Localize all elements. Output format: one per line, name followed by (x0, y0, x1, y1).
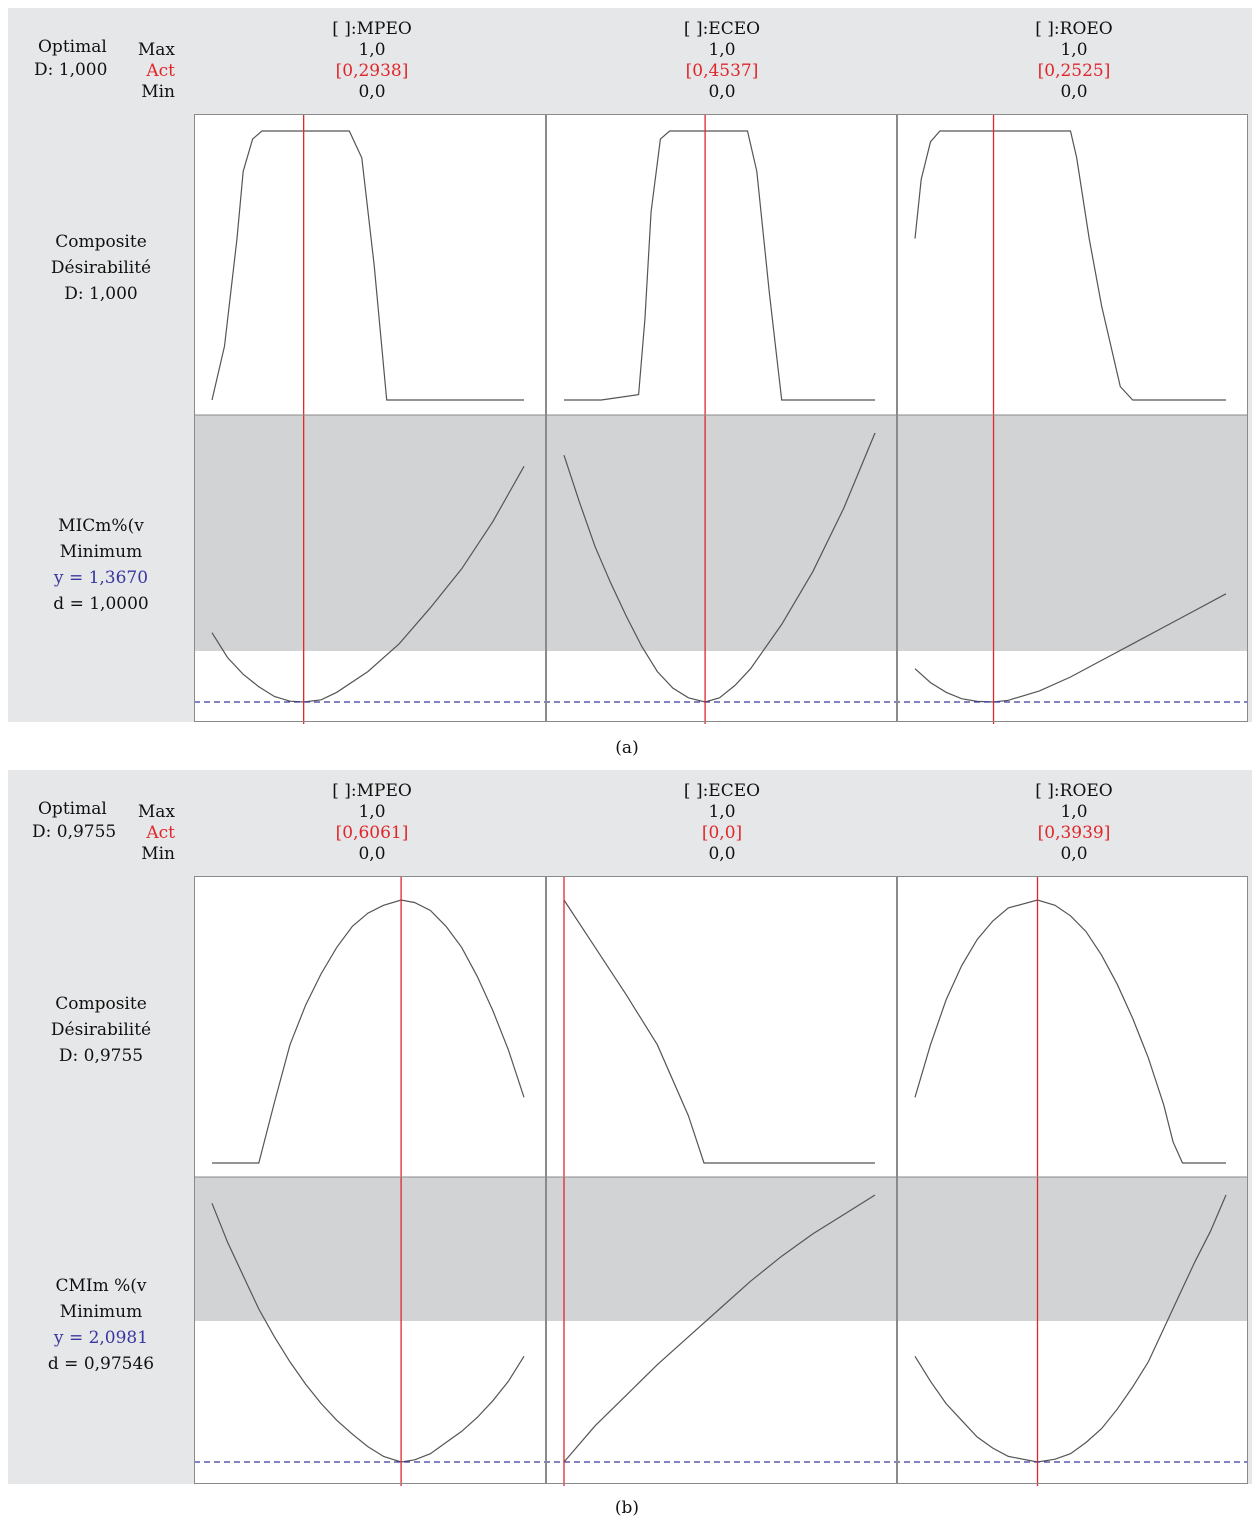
response-curve (914, 1194, 1227, 1463)
optimal-label: Optimal (38, 799, 107, 819)
factor-act: [0,4537] (685, 61, 759, 81)
factor-name: [ ]:ECEO (683, 781, 761, 801)
factor-min: 0,0 (358, 844, 386, 864)
composite-plot-area (897, 114, 1248, 415)
act-row-label: Act (146, 823, 175, 843)
plot-frame (546, 876, 897, 1484)
max-row-label: Max (137, 40, 175, 60)
response-d-value: d = 1,0000 (53, 594, 149, 614)
min-row-label: Min (141, 82, 175, 102)
desirability-curve (212, 899, 525, 1164)
desirability-curve (563, 899, 875, 1164)
response-curve (563, 1194, 876, 1463)
plot-frame (194, 876, 546, 1484)
factor-max: 1,0 (358, 802, 386, 822)
undesirable-region (897, 415, 1248, 651)
response-curve (211, 466, 525, 703)
min-row-label: Min (141, 844, 175, 864)
composite-plot-area (546, 876, 897, 1177)
factor-name: [ ]:MPEO (332, 781, 412, 801)
response-curve (563, 432, 876, 703)
factor-name: [ ]:MPEO (332, 19, 412, 39)
response-curve (914, 593, 1227, 703)
composite-label: Composite (55, 232, 147, 252)
figure-caption: (a) (615, 738, 639, 758)
plot-frame (897, 114, 1248, 722)
response-name: MICm%(v (58, 516, 144, 536)
desirability-label: Désirabilité (50, 1020, 152, 1040)
factor-min: 0,0 (1060, 844, 1088, 864)
factor-act: [0,2525] (1037, 61, 1111, 81)
factor-max: 1,0 (708, 802, 736, 822)
max-row-label: Max (137, 802, 175, 822)
factor-min: 0,0 (1060, 82, 1088, 102)
factor-act: [0,0] (701, 823, 743, 843)
undesirable-region (546, 415, 897, 651)
optimal-d-value: D: 0,9755 (32, 822, 117, 842)
figure-caption: (b) (614, 1498, 640, 1518)
response-curve (211, 1203, 525, 1463)
factor-min: 0,0 (358, 82, 386, 102)
factor-max: 1,0 (358, 40, 386, 60)
plot-frame (194, 114, 546, 722)
response-goal: Minimum (59, 1302, 143, 1322)
factor-max: 1,0 (1060, 802, 1088, 822)
composite-plot-area (546, 114, 897, 415)
desirability-curve (211, 130, 524, 401)
response-y-value: y = 2,0981 (53, 1328, 149, 1348)
desirability-curve (914, 899, 1226, 1164)
desirability-curve (564, 130, 875, 401)
undesirable-region (194, 415, 546, 651)
composite-plot-area (194, 114, 546, 415)
factor-name: [ ]:ECEO (683, 19, 761, 39)
factor-name: [ ]:ROEO (1035, 781, 1113, 801)
factor-max: 1,0 (1060, 40, 1088, 60)
plot-frame (897, 876, 1248, 1484)
response-goal: Minimum (59, 542, 143, 562)
desirability-curve (914, 130, 1226, 401)
composite-d-value: D: 0,9755 (58, 1046, 144, 1066)
factor-max: 1,0 (708, 40, 736, 60)
desirability-label: Désirabilité (50, 258, 152, 278)
optimal-label: Optimal (38, 37, 107, 57)
factor-min: 0,0 (708, 82, 736, 102)
factor-name: [ ]:ROEO (1035, 19, 1113, 39)
undesirable-region (546, 1177, 897, 1321)
factor-act: [0,2938] (335, 61, 409, 81)
response-d-value: d = 0,97546 (47, 1354, 155, 1374)
plot-frame (546, 114, 897, 722)
composite-plot-area (897, 876, 1248, 1177)
factor-act: [0,3939] (1037, 823, 1111, 843)
composite-plot-area (194, 876, 546, 1177)
composite-label: Composite (55, 994, 147, 1014)
composite-d-value: D: 1,000 (64, 284, 138, 304)
act-row-label: Act (146, 61, 175, 81)
optimal-d-value: D: 1,000 (34, 60, 108, 80)
undesirable-region (194, 1177, 546, 1321)
undesirable-region (897, 1177, 1248, 1321)
factor-act: [0,6061] (335, 823, 409, 843)
factor-min: 0,0 (708, 844, 736, 864)
response-y-value: y = 1,3670 (53, 568, 149, 588)
response-name: CMIm %(v (55, 1276, 147, 1296)
